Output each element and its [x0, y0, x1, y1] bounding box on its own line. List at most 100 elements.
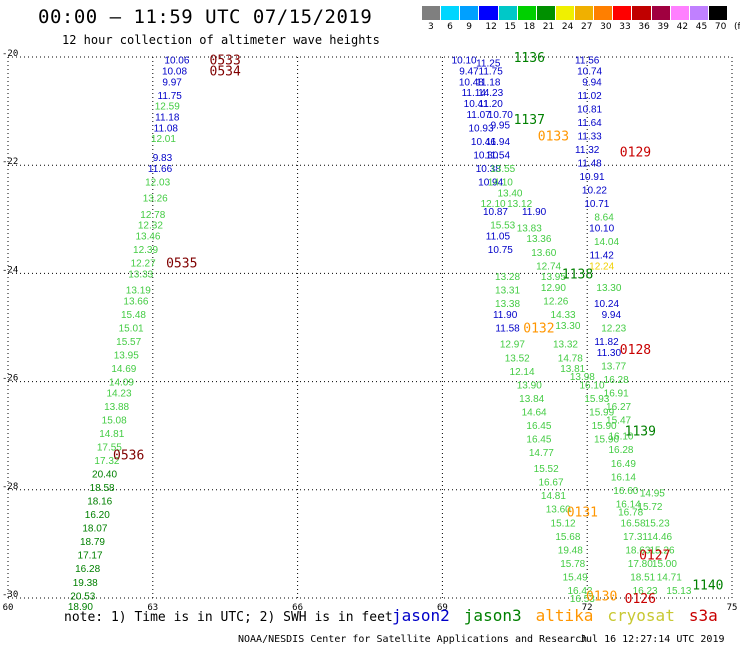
- colorbar-label: 36: [638, 22, 650, 32]
- data-point: 15.52: [534, 464, 559, 475]
- x-tick-label: 75: [727, 603, 738, 613]
- plot-grid: [7, 56, 733, 599]
- data-point: 15.78: [560, 559, 585, 570]
- data-point: 13.90: [517, 380, 542, 391]
- time-label: 1138: [562, 267, 593, 282]
- data-point: 12.78: [140, 210, 165, 221]
- colorbar-swatch: [708, 6, 728, 20]
- time-label: 0131: [567, 505, 598, 520]
- data-point: 11.58: [495, 324, 520, 335]
- colorbar-label: (ft): [734, 22, 740, 32]
- data-point: 11.56: [575, 56, 600, 67]
- data-point: 11.08: [154, 123, 179, 134]
- y-tick-label: -20: [2, 49, 18, 59]
- data-point: 15.01: [119, 324, 144, 335]
- colorbar-swatch: [632, 6, 652, 20]
- colorbar-swatch: [441, 6, 461, 20]
- time-label: 0130: [586, 589, 617, 604]
- data-point: 11.75: [158, 91, 183, 102]
- data-point: 16.53: [570, 594, 595, 605]
- data-point: 10.71: [584, 199, 609, 210]
- x-tick-label: 63: [147, 603, 158, 613]
- data-points: 10.0610.089.9711.7511.1811.089.8311.6612…: [68, 56, 692, 613]
- data-point: 13.30: [596, 283, 621, 294]
- data-point: 16.60: [613, 486, 638, 497]
- y-tick-label: -22: [2, 157, 18, 167]
- x-tick-label: 69: [437, 603, 448, 613]
- data-point: 13.36: [526, 234, 551, 245]
- data-point: 10.30: [473, 150, 498, 161]
- data-point: 10.93: [468, 123, 493, 134]
- data-point: 12.90: [541, 283, 566, 294]
- colorbar-swatch: [517, 6, 537, 20]
- data-point: 12.24: [589, 261, 614, 272]
- data-point: 18.63: [625, 545, 650, 556]
- data-point: 17.80: [628, 559, 653, 570]
- time-label: 0536: [113, 449, 144, 464]
- data-point: 16.27: [606, 402, 631, 413]
- data-point: 9.95: [491, 121, 511, 132]
- y-tick-labels: -20 -22 -24 -26 -28 -30: [2, 49, 18, 600]
- data-point: 13.77: [601, 361, 626, 372]
- data-point: 15.90: [592, 421, 617, 432]
- data-point: 15.47: [606, 415, 631, 426]
- time-label: 1140: [692, 578, 723, 593]
- data-point: 13.46: [135, 232, 160, 243]
- time-label: 0128: [620, 343, 651, 358]
- data-point: 15.13: [666, 586, 691, 597]
- data-point: 10.46: [471, 137, 496, 148]
- data-point: 10.24: [594, 299, 619, 310]
- data-point: 10.41: [464, 99, 489, 110]
- colorbar-label: 33: [619, 22, 631, 32]
- data-point: 11.54: [486, 150, 511, 161]
- data-point: 13.38: [495, 299, 520, 310]
- footer-timestamp: Jul 16 12:27:14 UTC 2019: [580, 634, 725, 645]
- data-point: 11.18: [155, 113, 180, 124]
- data-point: 10.10: [589, 223, 614, 234]
- data-point: 14.33: [551, 310, 576, 321]
- data-point: 12.01: [151, 134, 176, 145]
- data-point: 13.84: [519, 394, 544, 405]
- data-point: 11.02: [577, 91, 602, 102]
- data-point: 14.23: [478, 88, 503, 99]
- colorbar-label: 9: [466, 22, 472, 32]
- data-point: 13.81: [560, 364, 585, 375]
- data-point: 15.08: [102, 415, 127, 426]
- data-point: 13.83: [517, 223, 542, 234]
- time-label: 0126: [625, 592, 656, 607]
- data-point: 10.38: [476, 164, 501, 175]
- colorbar-swatch: [670, 6, 690, 20]
- data-point: 9.97: [162, 77, 182, 88]
- data-point: 15.12: [551, 518, 576, 529]
- colorbar-swatch: [651, 6, 671, 20]
- data-point: 19.48: [558, 545, 583, 556]
- data-point: 15.48: [121, 310, 146, 321]
- data-point: 13.60: [546, 505, 571, 516]
- data-point: 16.23: [633, 586, 658, 597]
- data-point: 20.40: [92, 470, 117, 481]
- chart-title: 00:00 – 11:59 UTC 07/15/2019: [38, 6, 373, 28]
- data-point: 16.49: [611, 459, 636, 470]
- data-point: 15.49: [563, 572, 588, 583]
- data-point: 11.75: [479, 67, 504, 78]
- data-point: 14.23: [106, 388, 131, 399]
- data-point: 17.17: [78, 551, 103, 562]
- data-point: 10.74: [577, 67, 602, 78]
- data-point: 13.95: [114, 351, 139, 362]
- colorbar-label: 70: [714, 22, 727, 32]
- time-label: 1136: [514, 51, 545, 66]
- data-point: 13.26: [143, 194, 168, 205]
- data-point: 14.77: [529, 448, 554, 459]
- data-point: 14.64: [522, 407, 547, 418]
- data-point: 12.03: [145, 177, 170, 188]
- data-point: 10.08: [162, 67, 187, 78]
- data-point: 16.10: [580, 380, 605, 391]
- colorbar-label: 6: [447, 22, 453, 32]
- data-point: 13.33: [128, 269, 153, 280]
- time-label: 0534: [210, 65, 241, 80]
- data-point: 12.97: [500, 340, 525, 351]
- data-point: 14.81: [541, 491, 566, 502]
- data-point: 20.53: [70, 591, 95, 602]
- satellite-legend: jason2 jason3 altika cryosat s3a: [392, 606, 732, 626]
- data-point: 11.05: [486, 232, 511, 243]
